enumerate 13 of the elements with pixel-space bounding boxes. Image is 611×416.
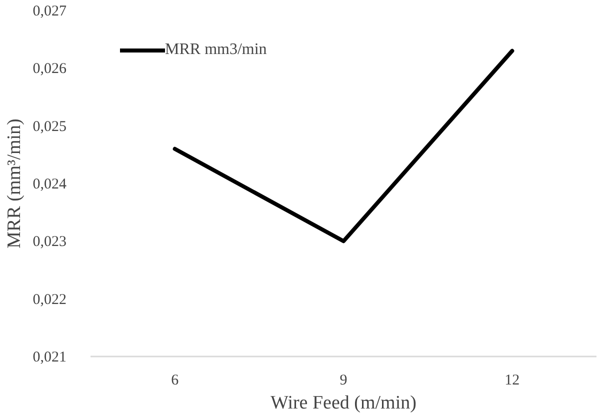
y-tick-label: 0,021 [32,350,66,366]
y-axis-title: MRR (mm³/min) [4,118,25,248]
y-tick-label: 0,025 [32,118,66,135]
y-tick-label: 0,027 [32,4,67,20]
x-tick-label: 9 [340,372,348,388]
x-tick-label: 6 [171,372,180,388]
y-tick-label: 0,022 [32,292,66,308]
x-axis-title: Wire Feed (m/min) [270,392,416,414]
legend-label: MRR mm3/min [165,41,267,59]
y-tick-label: 0,024 [32,176,67,192]
y-tick-label: 0,023 [32,234,66,250]
y-tick-label: 0,026 [32,61,67,78]
x-tick-label: 12 [504,372,520,388]
